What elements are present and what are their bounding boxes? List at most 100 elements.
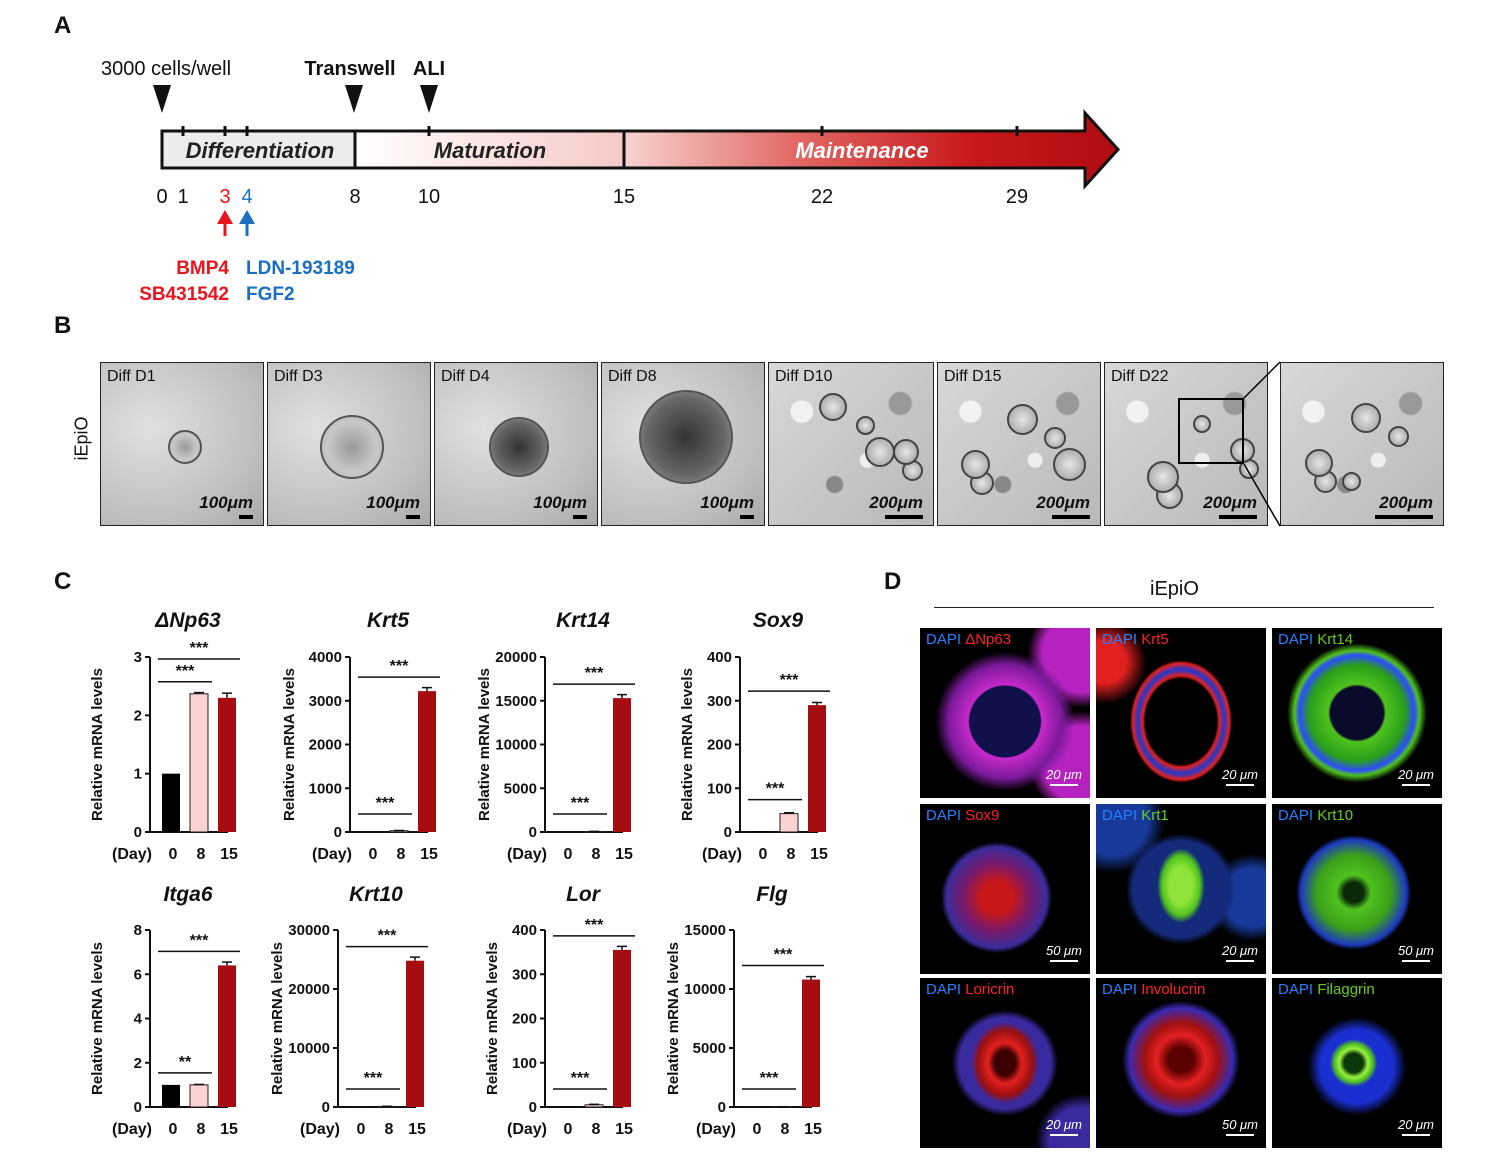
x-tick-label: 8 [197,1121,206,1138]
y-tick-label: 4 [134,1011,143,1028]
scale-bar [1226,1134,1254,1136]
marker-label: Krt10 [1317,807,1353,824]
y-axis-label: Relative mRNA levels [281,668,298,821]
y-tick-label: 10000 [495,737,537,754]
dapi-label: DAPI [1278,807,1313,824]
x-axis-label: (Day) [112,846,152,863]
x-axis-label: (Day) [696,1121,736,1138]
x-tick-label: 15 [615,1121,633,1138]
y-tick-label: 3 [134,649,142,666]
y-tick-label: 0 [724,824,732,841]
bar [613,950,631,1107]
significance-label: *** [571,1070,590,1087]
x-tick-label: 8 [787,846,796,863]
x-tick-label: 0 [564,846,573,863]
significance-label: *** [364,1070,383,1087]
bar [418,691,436,832]
stain-label: DAPI Filaggrin [1278,981,1375,998]
y-tick-label: 0 [529,824,537,841]
x-axis-label: (Day) [112,1121,152,1138]
x-tick-label: 0 [357,1121,366,1138]
y-tick-label: 20000 [495,649,537,666]
y-tick-label: 20000 [288,981,330,998]
significance-label: *** [376,795,395,812]
chart-title: Krt5 [367,609,409,632]
y-tick-label: 6 [134,966,142,983]
y-tick-label: 100 [512,1055,537,1072]
y-axis-label: Relative mRNA levels [484,942,501,1095]
x-tick-label: 15 [804,1121,822,1138]
y-tick-label: 8 [134,922,142,939]
scale-bar-label: 20 μm [1398,767,1434,782]
y-axis-label: Relative mRNA levels [476,668,493,821]
significance-label: *** [378,928,397,945]
x-tick-label: 15 [220,846,238,863]
y-tick-label: 0 [718,1099,726,1116]
y-tick-label: 100 [707,780,732,797]
dapi-label: DAPI [926,807,961,824]
chart-title: Krt10 [349,883,403,906]
significance-label: *** [585,665,604,682]
bar [613,698,631,832]
significance-label: *** [190,932,209,949]
x-tick-label: 15 [615,846,633,863]
dapi-label: DAPI [1278,981,1313,998]
dapi-label: DAPI [1102,631,1137,648]
y-tick-label: 2000 [309,737,342,754]
y-tick-label: 0 [134,1099,142,1116]
y-tick-label: 5000 [693,1040,726,1057]
bar [190,1085,208,1107]
marker-label: Krt14 [1317,631,1353,648]
x-tick-label: 0 [564,1121,573,1138]
x-tick-label: 15 [220,1121,238,1138]
y-tick-label: 3000 [309,693,342,710]
x-tick-label: 0 [169,846,178,863]
scale-bar [1226,784,1254,786]
significance-label: *** [766,781,785,798]
x-tick-label: 0 [759,846,768,863]
y-tick-label: 400 [707,649,732,666]
y-tick-label: 200 [707,737,732,754]
dapi-label: DAPI [926,631,961,648]
significance-label: *** [571,795,590,812]
dapi-label: DAPI [1102,981,1137,998]
y-axis-label: Relative mRNA levels [89,668,106,821]
chart-title: Itga6 [163,883,212,906]
x-tick-label: 15 [810,846,828,863]
x-tick-label: 8 [397,846,406,863]
scale-bar [1226,960,1254,962]
if-title: iEpiO [1150,578,1199,601]
chart-title: ΔNp63 [154,609,221,632]
y-tick-label: 4000 [309,649,342,666]
x-tick-label: 0 [369,846,378,863]
y-axis-label: Relative mRNA levels [665,942,682,1095]
bar [162,774,180,832]
marker-label: Sox9 [965,807,999,824]
scale-bar-label: 50 μm [1046,943,1082,958]
significance-label: *** [780,672,799,689]
if-image-tile: DAPI Sox9 50 μm [920,804,1090,974]
stain-label: DAPI Sox9 [926,807,999,824]
y-tick-label: 0 [529,1099,537,1116]
chart-title: Sox9 [753,609,804,632]
bar [218,965,236,1107]
scale-bar-label: 20 μm [1046,1117,1082,1132]
marker-label: Loricrin [965,981,1014,998]
bar [162,1085,180,1107]
y-tick-label: 1 [134,766,142,783]
dapi-label: DAPI [1102,807,1137,824]
bar [406,961,424,1107]
bar [780,814,798,832]
y-tick-label: 300 [512,966,537,983]
